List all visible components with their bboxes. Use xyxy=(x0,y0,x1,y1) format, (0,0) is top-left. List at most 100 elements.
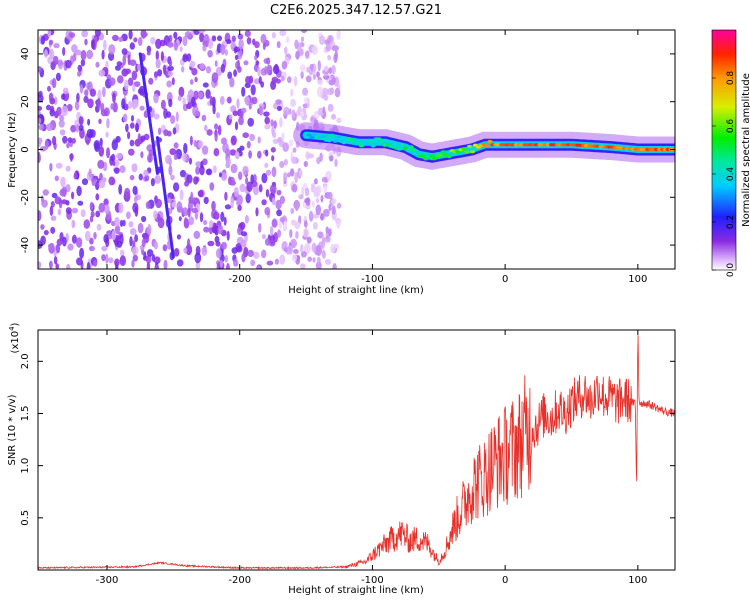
noise-blob xyxy=(133,196,138,203)
noise-blob xyxy=(195,166,201,175)
noise-blob xyxy=(250,259,256,267)
noise-blob xyxy=(179,169,187,178)
noise-blob xyxy=(303,220,308,228)
noise-blob xyxy=(118,202,124,214)
noise-blob xyxy=(270,147,276,153)
noise-blob xyxy=(168,59,173,67)
snr-y-tick-label: 0.5 xyxy=(20,510,31,526)
noise-blob xyxy=(233,186,239,198)
noise-blob xyxy=(229,77,235,88)
noise-blob xyxy=(92,260,98,267)
noise-blob xyxy=(269,225,274,237)
noise-blob xyxy=(184,31,192,38)
snr-multiplier: (x104) xyxy=(8,322,21,353)
snr-multiplier-exponent: 4 xyxy=(8,326,16,331)
svg-text:(x104): (x104) xyxy=(8,322,21,353)
noise-blob xyxy=(55,162,63,169)
noise-blob xyxy=(323,65,329,72)
noise-blob xyxy=(304,243,311,255)
noise-blob xyxy=(229,180,236,186)
noise-blob xyxy=(205,168,212,175)
noise-blob xyxy=(95,193,100,201)
noise-blob xyxy=(235,243,242,252)
noise-blob xyxy=(234,54,239,61)
noise-blob xyxy=(328,79,335,86)
noise-blob xyxy=(95,210,101,218)
noise-blob xyxy=(155,38,162,49)
spectrogram-x-axis: -300 -200 -100 0 100 xyxy=(96,30,647,285)
noise-blob xyxy=(276,105,282,111)
noise-blob xyxy=(116,240,123,248)
noise-blob xyxy=(131,259,135,268)
noise-blob xyxy=(153,241,159,250)
spectrogram-x-label: Height of straight line (km) xyxy=(288,285,424,296)
noise-blob xyxy=(300,36,305,43)
noise-blob xyxy=(105,131,109,138)
noise-blob xyxy=(124,79,129,91)
noise-blob xyxy=(191,67,198,76)
noise-blob xyxy=(117,75,124,84)
snr-multiplier-close: ) xyxy=(10,322,21,326)
noise-blob xyxy=(173,31,178,39)
signal-point xyxy=(370,144,376,148)
noise-blob xyxy=(113,167,120,174)
noise-streak xyxy=(155,136,175,259)
signal-point xyxy=(367,140,373,144)
noise-blob xyxy=(185,244,193,256)
noise-blob xyxy=(308,69,314,76)
noise-blob xyxy=(146,261,151,269)
noise-blob xyxy=(41,195,44,204)
noise-blob xyxy=(216,112,220,119)
noise-blob xyxy=(84,38,88,46)
noise-blob xyxy=(224,204,232,210)
noise-blob xyxy=(101,245,108,252)
noise-blob xyxy=(274,258,279,265)
noise-blob xyxy=(199,212,204,223)
noise-blob xyxy=(247,117,254,127)
noise-blob xyxy=(163,259,168,269)
signal-point xyxy=(350,139,356,143)
noise-blob xyxy=(71,234,77,244)
noise-blob xyxy=(62,46,66,56)
noise-blob xyxy=(237,33,244,40)
noise-blob xyxy=(305,75,312,83)
noise-blob xyxy=(295,231,299,239)
noise-blob xyxy=(271,32,276,39)
noise-blob xyxy=(52,55,59,65)
noise-blob xyxy=(316,256,321,264)
noise-blob xyxy=(76,185,82,197)
noise-blob xyxy=(168,165,173,176)
signal-point xyxy=(321,134,327,138)
snr-y-label: SNR (10 * v/v) xyxy=(7,394,18,465)
noise-blob xyxy=(323,74,330,80)
noise-blob xyxy=(300,263,306,269)
noise-blob xyxy=(163,129,169,137)
colorbar-tick-label: 0.2 xyxy=(726,215,736,229)
noise-blob xyxy=(49,48,54,60)
noise-blob xyxy=(154,174,161,184)
noise-blob xyxy=(273,120,277,129)
noise-blob xyxy=(59,114,65,122)
noise-blob xyxy=(240,231,248,237)
noise-blob xyxy=(38,137,43,144)
noise-blob xyxy=(157,69,163,77)
noise-blob xyxy=(268,239,276,247)
noise-blob xyxy=(89,201,94,211)
signal-point xyxy=(437,153,443,157)
noise-blob xyxy=(78,116,84,126)
noise-blob xyxy=(125,123,129,133)
noise-blob xyxy=(52,135,57,146)
noise-blob xyxy=(203,196,209,205)
noise-blob xyxy=(315,204,322,216)
noise-blob xyxy=(322,106,326,114)
noise-blob xyxy=(121,98,126,110)
noise-blob xyxy=(86,262,91,269)
noise-blob xyxy=(324,259,332,265)
noise-blob xyxy=(188,216,195,226)
noise-blob xyxy=(71,219,76,229)
noise-blob xyxy=(186,238,191,250)
noise-blob xyxy=(160,99,166,110)
noise-blob xyxy=(115,264,119,269)
spectrogram-y-tick-label: 0 xyxy=(20,146,31,152)
noise-blob xyxy=(101,254,106,262)
